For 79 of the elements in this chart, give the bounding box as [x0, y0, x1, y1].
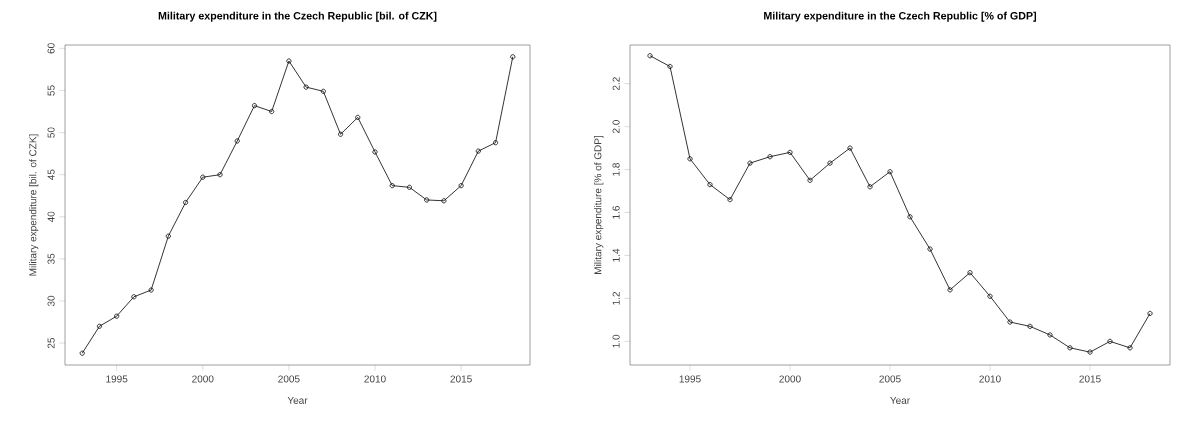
x-tick-label: 1995 [679, 375, 701, 383]
y-axis-title: Military expenditure [% of GDP] [594, 135, 604, 274]
point [114, 313, 120, 319]
y-tick-label: 1.6 [612, 206, 620, 219]
y-axis-title: Military expenditure [bil. of CZK] [29, 134, 39, 276]
point [372, 149, 378, 155]
y-tick-label: 45 [47, 169, 55, 181]
point [165, 233, 171, 239]
y-tick-label: 35 [47, 253, 55, 265]
point [269, 108, 275, 115]
point [747, 160, 753, 166]
point [234, 138, 240, 144]
chart-title: Military expenditure in the Czech Republic [bil. of CZK] [158, 11, 437, 22]
y-tick-label: 60 [47, 43, 55, 54]
point [687, 156, 693, 162]
chart-title: Military expenditure in the Czech Republic [% of GDP] [764, 11, 1037, 22]
x-tick-label: 2010 [979, 375, 1001, 383]
y-tick-label: 55 [47, 85, 55, 96]
point [96, 323, 102, 329]
point [707, 182, 713, 188]
y-tick-label: 1.2 [612, 291, 620, 305]
y-tick-label: 40 [47, 211, 55, 223]
y-tick-label: 1.8 [612, 163, 620, 176]
point [183, 199, 189, 206]
x-tick-label: 1995 [106, 375, 128, 383]
x-tick-label: 2000 [192, 375, 214, 383]
point [667, 63, 673, 70]
point [148, 287, 154, 293]
point [406, 184, 412, 190]
point [389, 183, 395, 189]
point [1127, 345, 1133, 351]
y-tick-label: 50 [47, 127, 55, 138]
point [967, 270, 973, 276]
point [1047, 332, 1053, 338]
point [355, 114, 361, 120]
y-tick-label: 2.2 [612, 77, 620, 91]
point [200, 174, 206, 180]
x-axis-title: Year [287, 396, 308, 404]
point [887, 169, 893, 175]
point [424, 197, 430, 203]
point [217, 172, 223, 178]
point [338, 131, 344, 137]
point [303, 84, 309, 90]
point [1027, 323, 1033, 329]
x-tick-label: 2005 [278, 375, 300, 383]
x-axis-title: Year [890, 396, 910, 404]
y-tick-label: 2.0 [612, 120, 620, 134]
point [493, 140, 499, 146]
point [320, 88, 326, 94]
x-tick-label: 2005 [879, 375, 901, 383]
point [907, 214, 913, 220]
point [727, 197, 733, 203]
point [807, 177, 813, 183]
point [987, 293, 993, 299]
y-tick-label: 1.4 [612, 248, 620, 262]
point [947, 287, 953, 293]
point [927, 246, 933, 252]
point [1107, 338, 1113, 344]
point [827, 160, 833, 166]
point [475, 148, 481, 154]
point [251, 103, 257, 109]
point [767, 154, 773, 160]
x-tick-label: 2015 [1079, 375, 1101, 383]
x-tick-label: 2000 [779, 375, 801, 383]
point [1087, 349, 1093, 355]
y-tick-label: 1.0 [612, 334, 620, 348]
point [441, 198, 447, 204]
y-tick-label: 25 [47, 337, 55, 349]
point [1007, 319, 1013, 325]
point [286, 58, 292, 64]
point [1067, 345, 1073, 351]
point [787, 149, 793, 155]
x-tick-label: 2015 [450, 375, 472, 383]
point [131, 294, 137, 300]
point [458, 183, 464, 189]
x-tick-label: 2010 [364, 375, 386, 383]
point [867, 184, 873, 190]
point [847, 145, 853, 151]
y-tick-label: 30 [47, 295, 55, 307]
